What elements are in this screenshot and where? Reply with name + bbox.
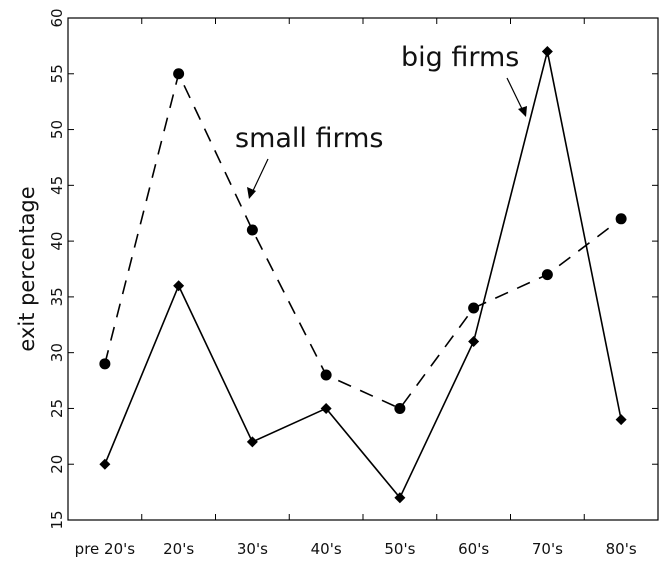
y-tick-label: 20 [48,455,66,474]
x-ticks: pre 20's 20's 30's 40's 50's 60's 70's 80's [75,18,637,558]
y-tick-label: 60 [48,8,66,27]
y-tick-label: 30 [48,343,66,362]
marker-big-firms [615,414,627,426]
series-markers [99,45,627,504]
y-tick-label: 45 [48,176,66,195]
series-line-small-firms [104,71,622,410]
marker-big-firms [394,492,406,504]
marker-big-firms [541,45,553,57]
annotation-small-firms: small firms [235,123,384,199]
series-line-big-firms [104,51,622,500]
marker-small-firms [468,302,480,314]
marker-big-firms [99,458,111,470]
annotation-big-firms: big firms [401,42,527,117]
annotation-small-firms-arrowhead [247,187,256,199]
annotation-small-firms-label: small firms [235,123,384,154]
annotation-small-firms-arrow [250,158,269,196]
x-tick-label: 40's [311,540,342,558]
marker-big-firms [246,436,258,448]
marker-small-firms [173,68,185,80]
annotation-big-firms-arrowhead [518,106,527,117]
marker-small-firms [320,369,332,381]
marker-big-firms [173,280,185,292]
annotation-big-firms-label: big firms [401,42,519,73]
y-tick-label: 55 [48,64,66,83]
x-tick-label: 50's [384,540,415,558]
marker-small-firms [99,358,111,370]
marker-big-firms [468,336,480,348]
marker-small-firms [394,402,406,414]
x-tick-label: 80's [606,540,637,558]
x-tick-label: 70's [532,540,563,558]
y-ticks: 15 20 25 30 35 40 45 50 55 60 [48,8,658,530]
marker-big-firms [320,402,332,414]
y-axis-title: exit percentage [15,186,39,351]
annotation-big-firms-arrow [506,77,525,114]
y-tick-label: 15 [48,510,66,529]
y-tick-label: 50 [48,120,66,139]
plot-frame [67,17,659,521]
marker-small-firms [541,269,553,281]
marker-small-firms [246,224,258,236]
x-tick-label: 30's [237,540,268,558]
y-tick-label: 40 [48,232,66,251]
x-tick-label: 60's [458,540,489,558]
marker-small-firms [615,213,627,225]
x-tick-label: pre 20's [75,540,136,558]
series-lines [104,51,622,500]
x-tick-label: 20's [163,540,194,558]
y-tick-label: 25 [48,399,66,418]
y-tick-label: 35 [48,287,66,306]
